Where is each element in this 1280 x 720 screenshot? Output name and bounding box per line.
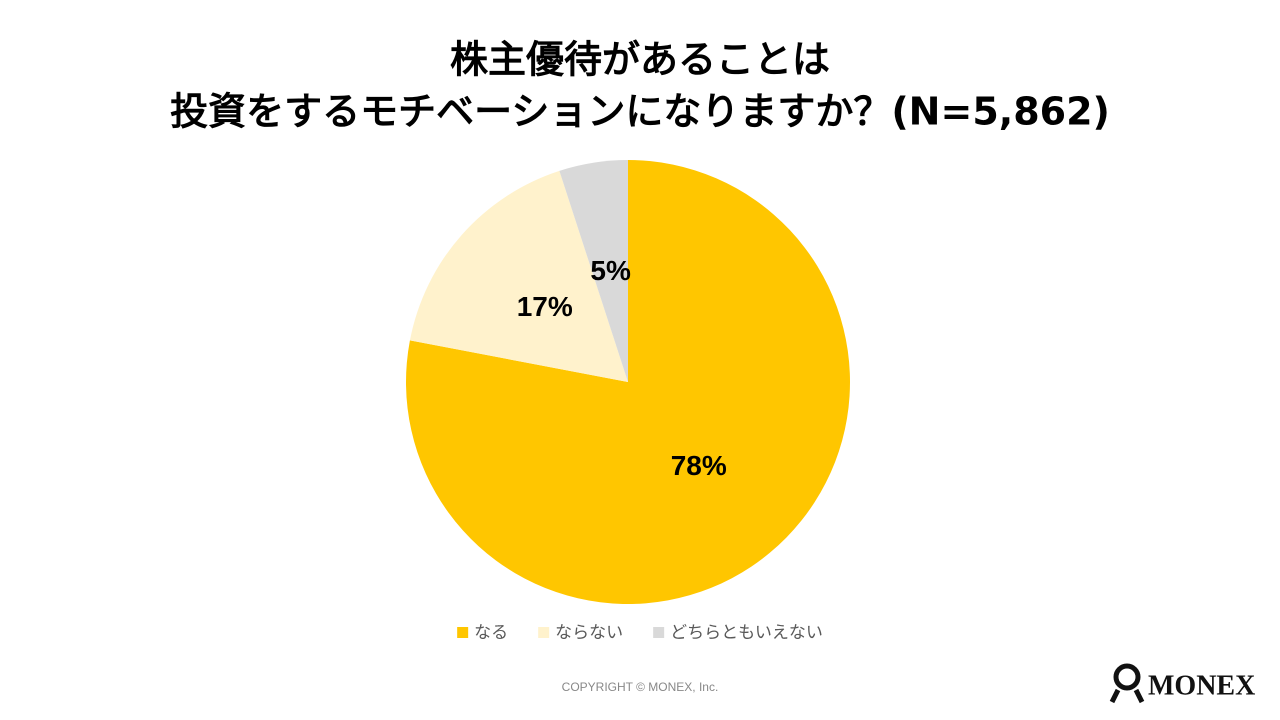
logo-ring bbox=[1113, 663, 1141, 691]
legend-label: どちらともいえない bbox=[670, 623, 823, 643]
pie-slice bbox=[409, 170, 628, 382]
legend-label: なる bbox=[474, 623, 508, 643]
chart-title: 株主優待があることは bbox=[450, 38, 830, 82]
value-label: 5% bbox=[590, 255, 631, 286]
legend-swatch bbox=[457, 627, 469, 638]
legend-label: ならない bbox=[555, 623, 623, 643]
value-label: 17% bbox=[517, 291, 573, 322]
logo-text: MONEX bbox=[1148, 670, 1255, 701]
legend: なる ならない どちらともいえない bbox=[457, 623, 823, 643]
legend-swatch bbox=[538, 627, 550, 638]
chart-title: 投資をするモチベーションになりますか？(N=5,862) bbox=[170, 90, 1110, 134]
pie-slice bbox=[559, 160, 628, 382]
logo-legs bbox=[1109, 688, 1145, 704]
logo-icon bbox=[1109, 663, 1145, 704]
value-label: 78% bbox=[671, 450, 727, 481]
copyright: COPYRIGHT © MONEX, Inc. bbox=[562, 680, 719, 694]
legend-swatch bbox=[653, 627, 665, 638]
